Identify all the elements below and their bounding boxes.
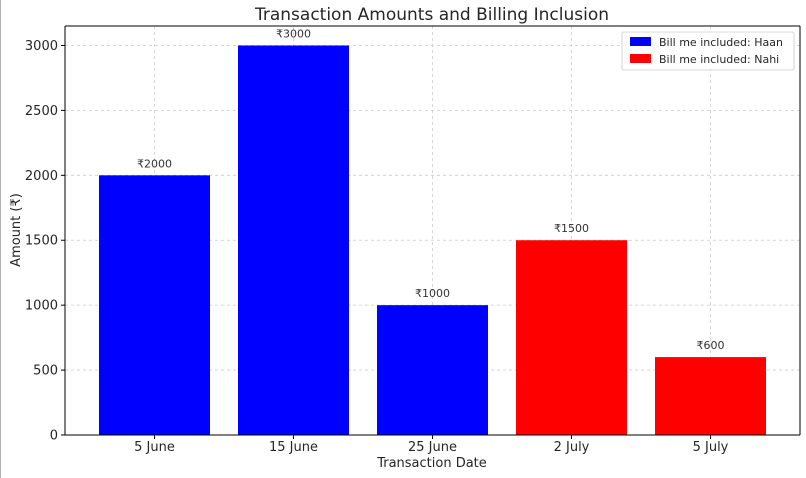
x-axis-label: Transaction Date [376, 456, 487, 471]
bar-5-june [99, 175, 210, 436]
bar-value-label: ₹3000 [276, 27, 311, 40]
y-tick-label: 3000 [25, 39, 58, 54]
bars [99, 45, 766, 436]
legend-box [621, 31, 795, 71]
legend-label-nahi: Bill me included: Nahi [659, 53, 779, 66]
legend-swatch-haan [630, 37, 651, 46]
x-ticks: 5 June 15 June 25 June 2 July 5 July [134, 435, 729, 455]
legend-swatch-nahi [630, 54, 651, 63]
y-tick-label: 2500 [25, 104, 58, 119]
bar-5-july [655, 357, 766, 435]
bar-value-label: ₹2000 [137, 157, 172, 170]
y-tick-label: 2000 [25, 169, 58, 184]
bar-value-label: ₹600 [697, 339, 725, 352]
x-tick-label: 5 June [134, 440, 175, 455]
x-tick-label: 2 July [554, 440, 590, 455]
bar-25-june [377, 305, 488, 435]
bar-2-july [516, 240, 627, 435]
bar-value-label: ₹1000 [415, 287, 450, 300]
data-labels: ₹2000 ₹3000 ₹1000 ₹1500 ₹600 [137, 27, 725, 352]
y-tick-label: 1000 [25, 299, 58, 314]
y-ticks: 0 500 1000 1500 2000 2500 3000 [25, 39, 65, 444]
left-border [0, 0, 1, 478]
chart-title: Transaction Amounts and Billing Inclusio… [254, 5, 609, 25]
y-axis-label: Amount (₹) [9, 193, 24, 267]
y-tick-label: 500 [33, 364, 58, 379]
y-tick-label: 0 [50, 429, 58, 444]
legend: Bill me included: Haan Bill me included: … [621, 31, 795, 71]
x-tick-label: 15 June [269, 440, 318, 455]
y-tick-label: 1500 [25, 234, 58, 249]
bar-value-label: ₹1500 [554, 222, 589, 235]
x-tick-label: 5 July [693, 440, 729, 455]
x-tick-label: 25 June [408, 440, 457, 455]
bar-15-june [238, 45, 349, 435]
legend-label-haan: Bill me included: Haan [659, 36, 783, 49]
